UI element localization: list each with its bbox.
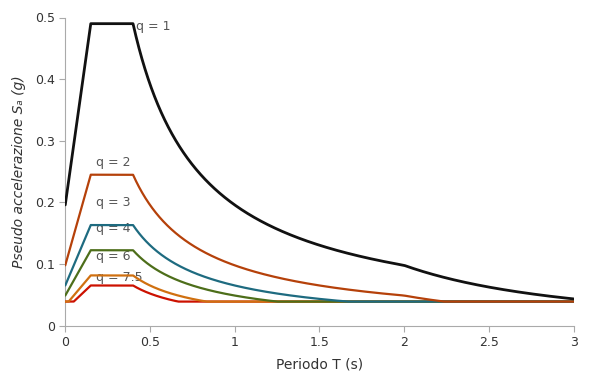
Text: q = 2: q = 2 [96,156,130,169]
Text: q = 4: q = 4 [96,222,130,235]
X-axis label: Periodo T (s): Periodo T (s) [276,358,363,371]
Text: q = 6: q = 6 [96,250,130,263]
Text: q = 3: q = 3 [96,196,130,209]
Text: q = 1: q = 1 [136,20,171,33]
Y-axis label: Pseudo accelerazione Sₐ (g): Pseudo accelerazione Sₐ (g) [12,75,27,268]
Text: q = 7.5: q = 7.5 [96,271,142,284]
